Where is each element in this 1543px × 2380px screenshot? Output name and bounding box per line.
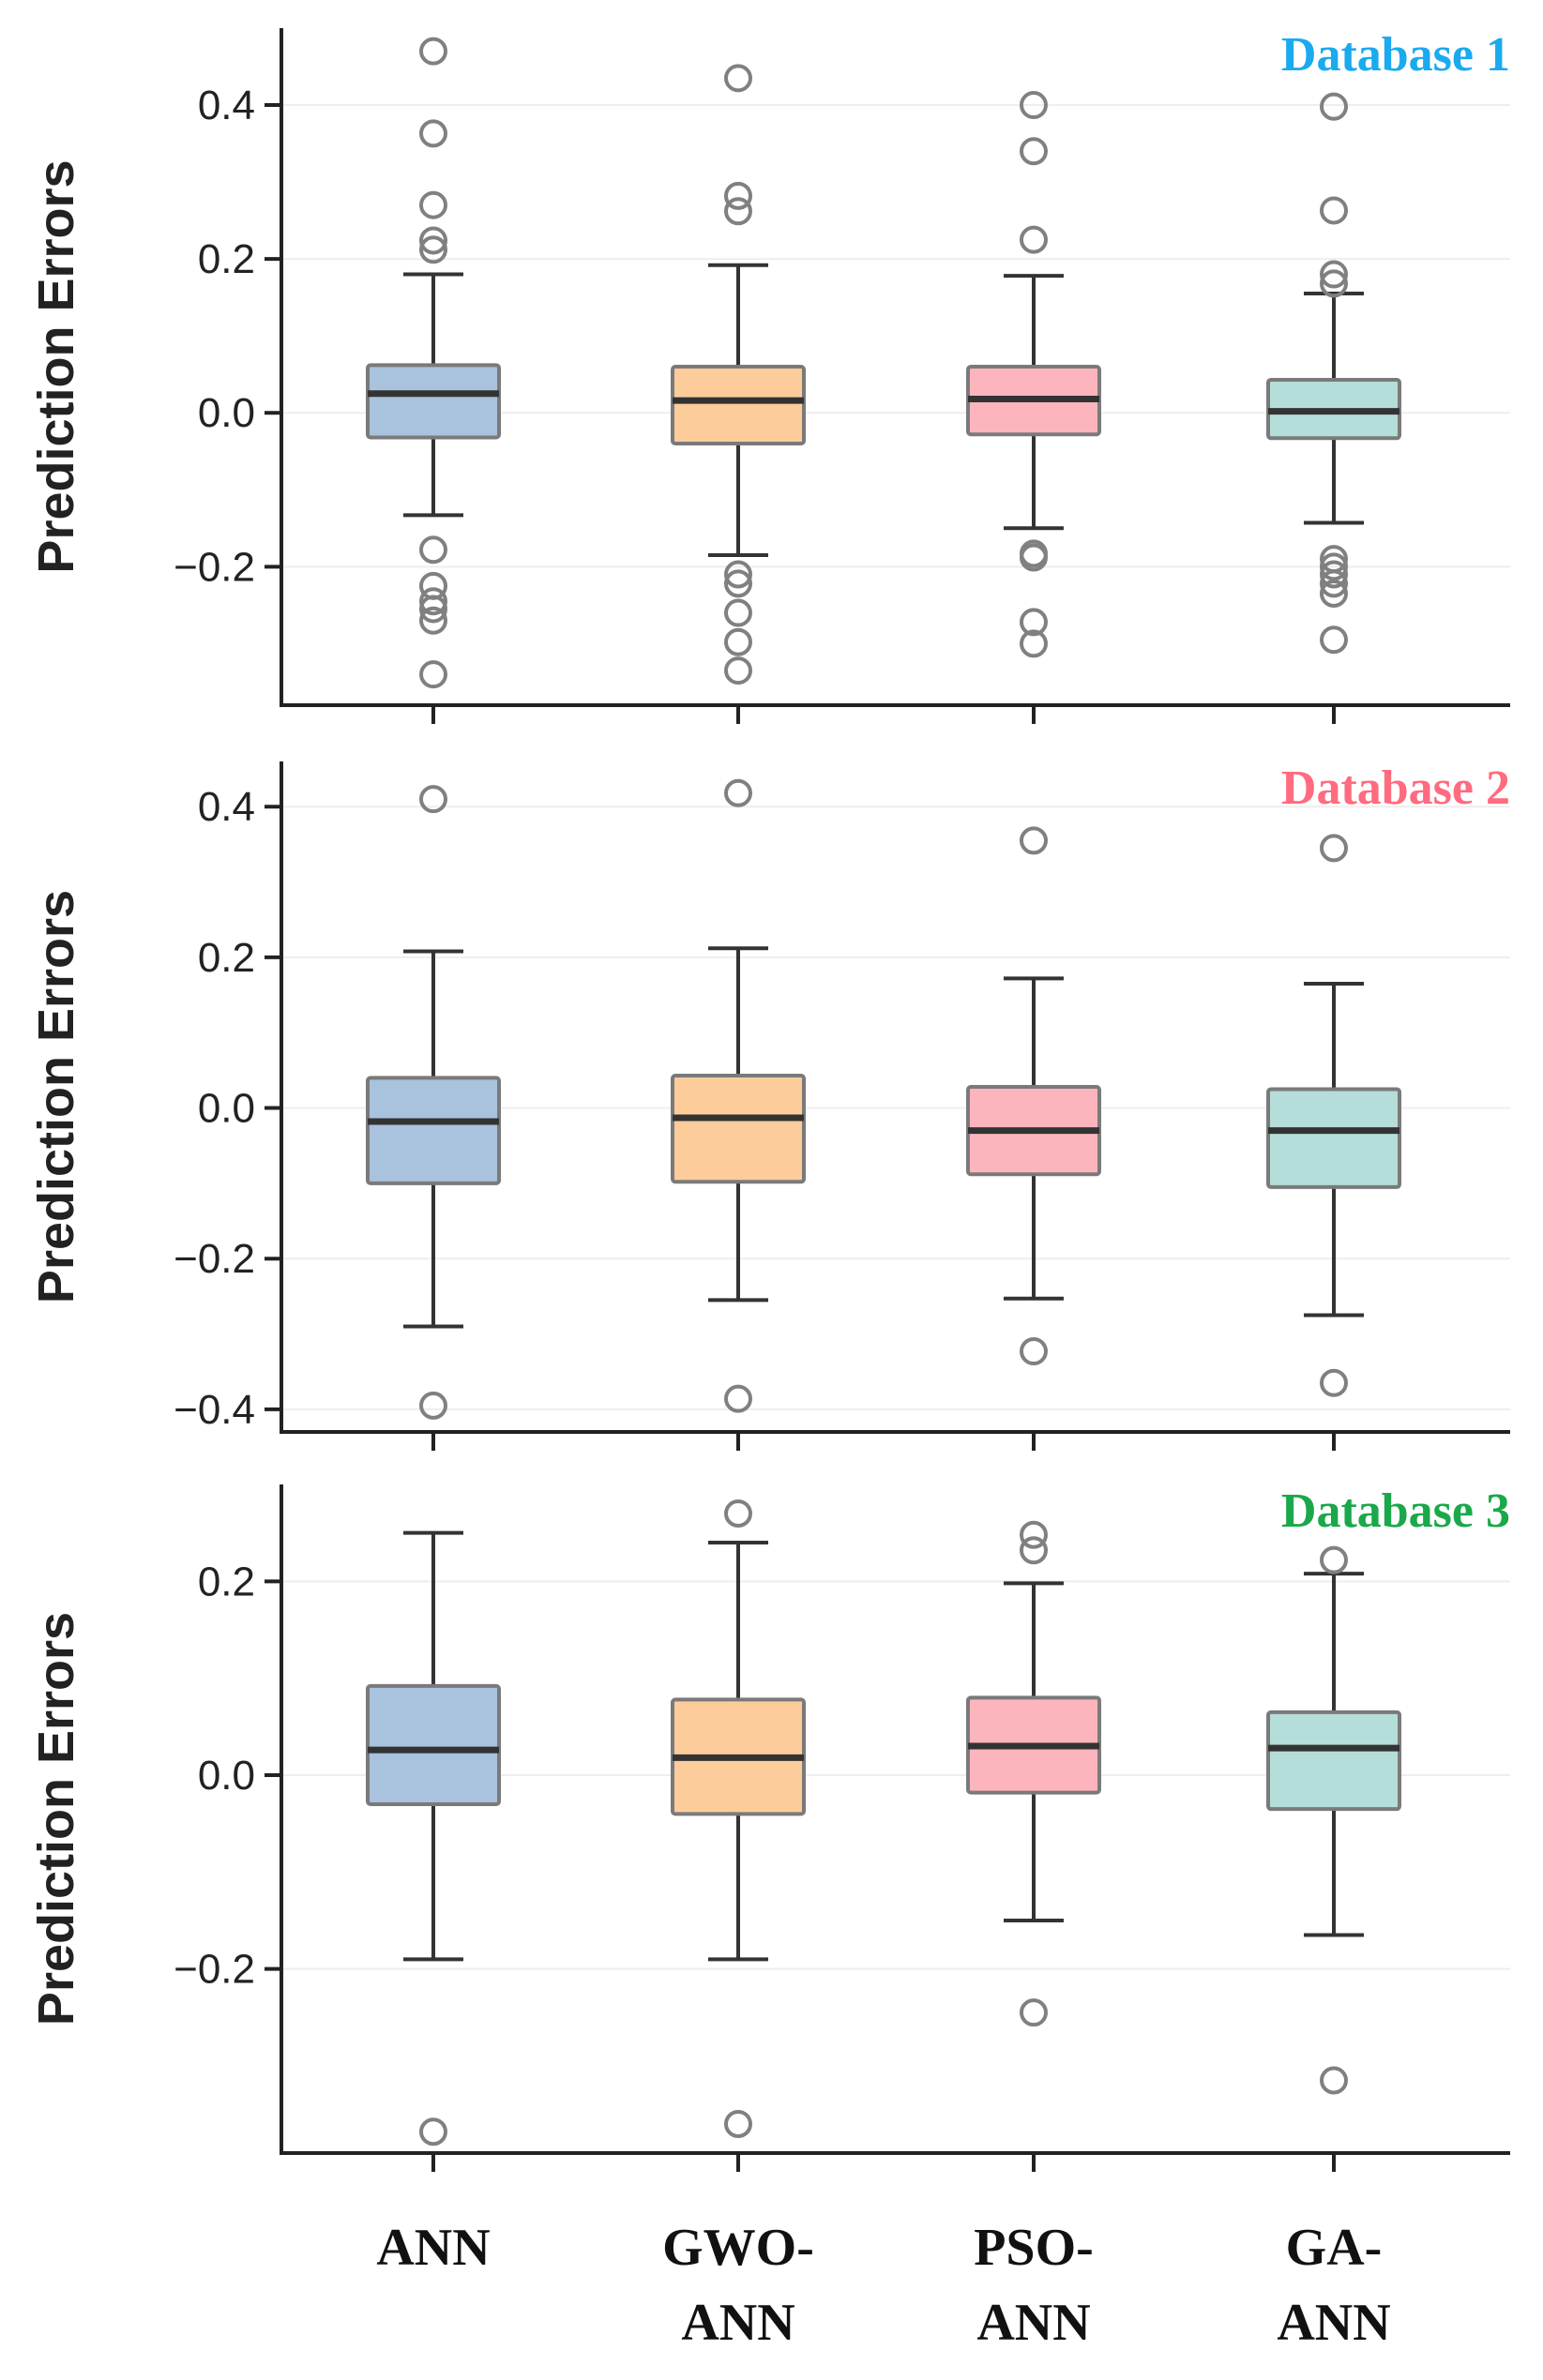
box-pso-ann xyxy=(966,91,1101,658)
panel-2: −0.4 −0.2 0.0 0.2 0.4 Prediction Errors Databa… xyxy=(28,761,1510,1451)
outlier-point xyxy=(419,785,447,814)
outlier-point xyxy=(419,606,447,635)
outlier-point xyxy=(724,569,752,598)
outlier-point xyxy=(419,1391,447,1420)
y-tick-label: 0.2 xyxy=(198,236,255,282)
outlier-point xyxy=(1020,629,1048,658)
outlier-point xyxy=(1320,2066,1348,2095)
outlier-point xyxy=(724,560,752,589)
y-tick-label: 0.2 xyxy=(198,1559,255,1604)
outlier-point xyxy=(724,197,752,226)
outlier-point xyxy=(1020,1998,1048,2027)
outlier-point xyxy=(419,235,447,264)
outlier-point xyxy=(1020,137,1048,166)
box-ga-ann xyxy=(1266,834,1401,1397)
outlier-point xyxy=(1320,552,1348,581)
box-gwo-ann xyxy=(671,778,806,1413)
box-pso-ann xyxy=(966,1520,1101,2027)
outlier-point xyxy=(724,656,752,685)
outlier-point xyxy=(724,2110,752,2138)
iqr-box xyxy=(366,1076,501,1185)
outlier-point xyxy=(1320,92,1348,121)
outlier-point xyxy=(1020,225,1048,254)
y-axis-label: Prediction Errors xyxy=(28,1612,84,2026)
outlier-point xyxy=(419,190,447,219)
outlier-point xyxy=(419,595,447,624)
outlier-point xyxy=(1320,1368,1348,1397)
iqr-box xyxy=(1266,1710,1401,1812)
box-ann xyxy=(366,785,501,1420)
outlier-point xyxy=(1020,543,1048,572)
outlier-point xyxy=(1320,580,1348,609)
y-tick-label: 0.0 xyxy=(198,1753,255,1799)
iqr-box xyxy=(671,365,806,446)
outlier-point xyxy=(1320,269,1348,298)
outlier-point xyxy=(419,2117,447,2147)
outlier-point xyxy=(419,660,447,689)
outlier-point xyxy=(724,1384,752,1413)
box-pso-ann xyxy=(966,826,1101,1366)
outlier-point xyxy=(1020,826,1048,855)
y-tick-label: −0.2 xyxy=(174,544,255,590)
panel-title: Database 3 xyxy=(1281,1484,1510,1538)
iqr-box xyxy=(366,363,501,440)
outlier-point xyxy=(724,1499,752,1528)
x-tick-label: ANN xyxy=(1277,2294,1390,2352)
y-tick-label: 0.4 xyxy=(198,784,255,830)
x-tick-label: PSO- xyxy=(974,2219,1094,2277)
outlier-point xyxy=(1320,560,1348,589)
x-tick-label: GA- xyxy=(1286,2219,1383,2277)
box-ga-ann xyxy=(1266,92,1401,655)
box-ann xyxy=(366,1530,501,2147)
box-gwo-ann xyxy=(671,1499,806,2138)
y-tick-label: −0.2 xyxy=(174,1947,255,1993)
y-tick-label: −0.4 xyxy=(174,1387,255,1433)
y-tick-label: 0.0 xyxy=(198,390,255,436)
outlier-point xyxy=(724,778,752,807)
iqr-box xyxy=(1266,1087,1401,1189)
y-axis-label: Prediction Errors xyxy=(28,159,84,573)
outlier-point xyxy=(1320,569,1348,598)
y-tick-label: 0.4 xyxy=(198,83,255,128)
x-tick-labels: ANN GWO- ANN PSO- ANN GA- ANN xyxy=(376,2219,1390,2352)
x-tick-label: ANN xyxy=(376,2219,490,2277)
y-axis-label: Prediction Errors xyxy=(28,890,84,1303)
outlier-point xyxy=(1320,625,1348,655)
iqr-box xyxy=(366,1683,501,1807)
iqr-box xyxy=(671,1074,806,1184)
outlier-point xyxy=(419,535,447,565)
outlier-point xyxy=(1320,260,1348,289)
panel-1: −0.2 0.0 0.2 0.4 Prediction Errors Database 1 xyxy=(28,28,1510,724)
outlier-point xyxy=(419,226,447,255)
panel-3: −0.2 0.0 0.2 Prediction Errors Database 3 xyxy=(28,1484,1510,2172)
outlier-point xyxy=(419,587,447,616)
outlier-point xyxy=(724,627,752,656)
box-ga-ann xyxy=(1266,1545,1401,2095)
y-tick-label: 0.2 xyxy=(198,935,255,981)
outlier-point xyxy=(1020,1337,1048,1366)
outlier-point xyxy=(1020,1520,1048,1549)
x-tick-label: ANN xyxy=(681,2294,794,2352)
outlier-point xyxy=(1320,1545,1348,1574)
y-tick-label: −0.2 xyxy=(174,1236,255,1282)
outlier-point xyxy=(724,64,752,93)
outlier-point xyxy=(1020,1536,1048,1565)
box-ann xyxy=(366,37,501,689)
outlier-point xyxy=(419,119,447,148)
x-tick-label: ANN xyxy=(976,2294,1090,2352)
outlier-point xyxy=(419,37,447,66)
outlier-point xyxy=(1320,196,1348,225)
x-tick-label: GWO- xyxy=(662,2219,814,2277)
outlier-point xyxy=(1320,834,1348,863)
panel-title: Database 2 xyxy=(1281,761,1510,815)
outlier-point xyxy=(1020,608,1048,637)
panel-title: Database 1 xyxy=(1281,28,1510,82)
outlier-point xyxy=(1020,91,1048,120)
outlier-point xyxy=(724,598,752,627)
box-gwo-ann xyxy=(671,64,806,685)
outlier-point xyxy=(724,181,752,210)
y-tick-label: 0.0 xyxy=(198,1086,255,1132)
